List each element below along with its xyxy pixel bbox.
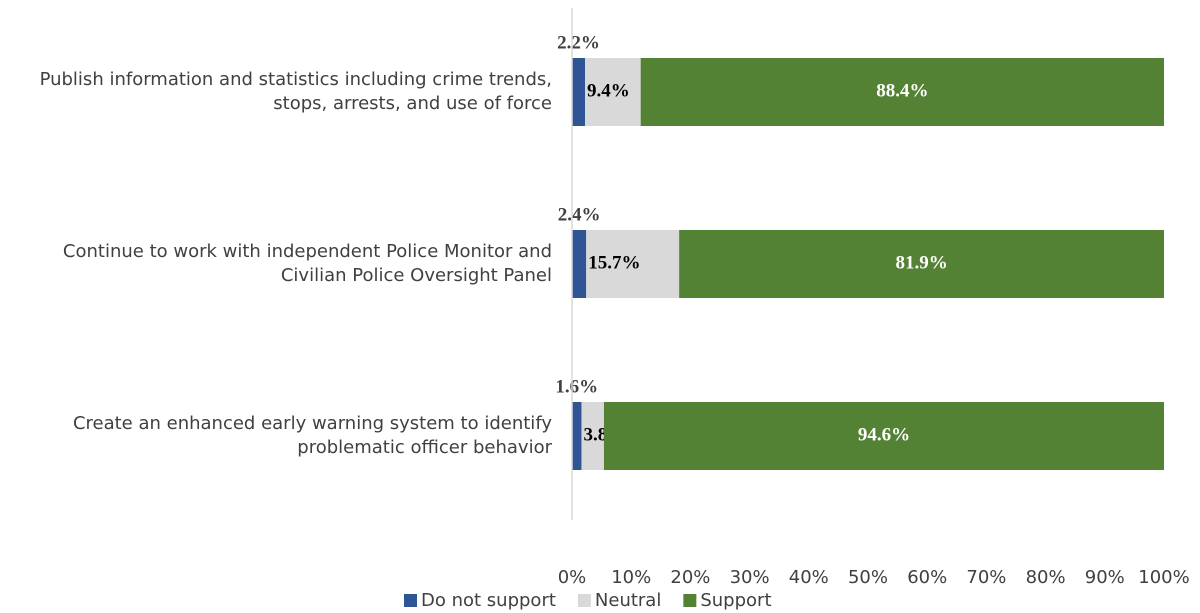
legend-label: Support [700, 590, 771, 611]
legend-swatch [683, 594, 697, 607]
x-tick-label: 20% [670, 567, 710, 588]
bar-segment [640, 58, 1164, 126]
bar-segment [581, 402, 604, 470]
category-text: Continue to work with independent Police… [62, 241, 552, 286]
x-tick-label: 0% [558, 567, 587, 588]
legend-swatch [404, 594, 417, 607]
legend-swatch [577, 594, 591, 607]
legend-label: Do not support [421, 590, 556, 611]
legend-label: Neutral [595, 590, 661, 611]
x-tick-label: 10% [611, 567, 651, 588]
data-label: 81.9% [895, 252, 947, 273]
category-text: Create an enhanced early warning system … [72, 413, 552, 458]
category-label: Continue to work with independent Police… [0, 230, 552, 298]
bar-segment [585, 58, 641, 126]
x-tick-label: 70% [966, 567, 1006, 588]
x-tick-label: 90% [1085, 567, 1125, 588]
bar-segment [679, 230, 1164, 298]
x-tick-label: 60% [907, 567, 947, 588]
x-tick-label: 30% [730, 567, 770, 588]
x-tick-label: 50% [848, 567, 888, 588]
category-text: Publish information and statistics inclu… [39, 69, 552, 114]
x-tick-label: 40% [789, 567, 829, 588]
x-tick-label: 100% [1138, 567, 1189, 588]
data-label: 9.4% [587, 80, 630, 101]
data-label: 88.4% [876, 80, 928, 101]
bar-segment [572, 230, 587, 298]
data-label: 94.6% [858, 424, 910, 445]
category-label: Create an enhanced early warning system … [0, 402, 552, 470]
bar-segment [572, 58, 586, 126]
bar-segment [572, 402, 582, 470]
data-label: 2.4% [558, 204, 601, 225]
data-label: 15.7% [588, 252, 640, 273]
x-tick-label: 80% [1026, 567, 1066, 588]
bar-segment [603, 402, 1164, 470]
bar-segment [586, 230, 680, 298]
category-label: Publish information and statistics inclu… [0, 58, 552, 126]
data-label: 1.6% [555, 376, 598, 397]
data-label: 2.2% [557, 32, 600, 53]
